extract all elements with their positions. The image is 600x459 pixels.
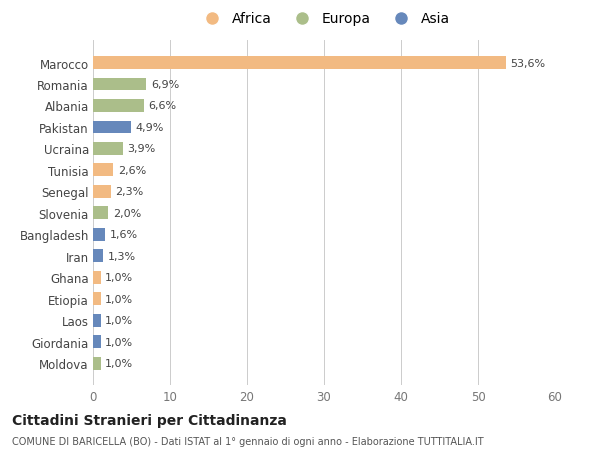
Bar [93,78,146,91]
Bar [93,250,103,263]
Text: 1,6%: 1,6% [110,230,138,240]
Text: 1,0%: 1,0% [106,273,133,283]
Text: 6,9%: 6,9% [151,80,179,90]
Text: 1,0%: 1,0% [106,294,133,304]
Bar [93,357,101,370]
Text: 2,6%: 2,6% [118,166,146,175]
Bar [93,293,101,306]
Bar [93,207,109,220]
Bar [93,164,113,177]
Text: 3,9%: 3,9% [128,144,156,154]
Text: 2,0%: 2,0% [113,208,141,218]
Text: 53,6%: 53,6% [511,58,545,68]
Legend: Africa, Europa, Asia: Africa, Europa, Asia [193,7,455,32]
Text: 1,0%: 1,0% [106,358,133,369]
Text: COMUNE DI BARICELLA (BO) - Dati ISTAT al 1° gennaio di ogni anno - Elaborazione : COMUNE DI BARICELLA (BO) - Dati ISTAT al… [12,436,484,446]
Bar [93,57,506,70]
Bar [93,143,123,156]
Text: 1,3%: 1,3% [107,252,136,261]
Bar [93,314,101,327]
Text: 1,0%: 1,0% [106,316,133,325]
Text: Cittadini Stranieri per Cittadinanza: Cittadini Stranieri per Cittadinanza [12,413,287,427]
Text: 1,0%: 1,0% [106,337,133,347]
Bar [93,336,101,348]
Bar [93,229,106,241]
Bar [93,185,111,198]
Bar [93,100,144,113]
Text: 2,3%: 2,3% [115,187,143,197]
Bar [93,271,101,284]
Bar [93,121,131,134]
Text: 6,6%: 6,6% [148,101,176,111]
Text: 4,9%: 4,9% [136,123,164,133]
